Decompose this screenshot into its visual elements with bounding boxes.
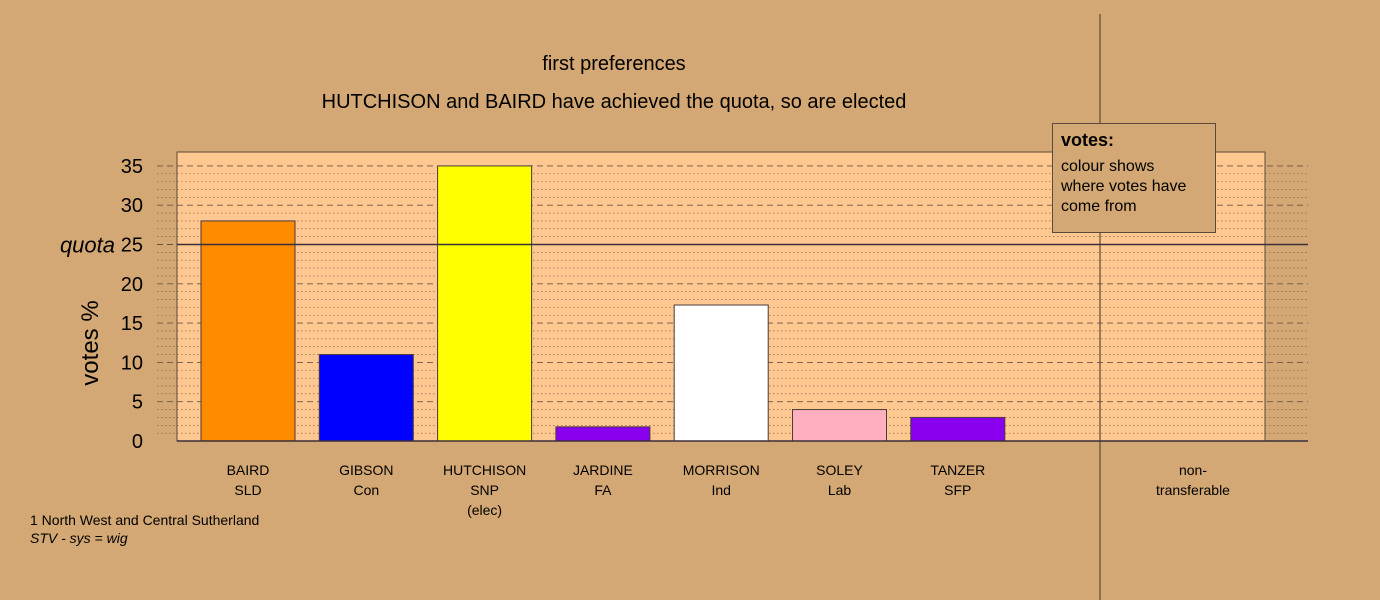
category-label: TANZER [930,462,985,478]
bar-gibson [318,354,414,442]
y-tick-label: 0 [132,431,143,453]
chart-subtitle: HUTCHISON and BAIRD have achieved the qu… [322,91,907,113]
bar-jardine [555,426,651,442]
legend-description: colour shows where votes have come from [1061,158,1187,215]
category-label: SNP [470,482,499,498]
y-tick-label: 20 [121,274,143,296]
y-tick-label: 35 [121,156,143,178]
y-tick-label: 5 [132,392,143,414]
y-tick-label: 30 [121,195,143,217]
category-label: Con [353,482,379,498]
category-label: BAIRD [227,462,270,478]
category-label: Ind [711,482,730,498]
y-axis-label: votes % [77,300,104,385]
category-label: JARDINE [573,462,633,478]
constituency-name: 1 North West and Central Sutherland [30,512,260,528]
y-tick-label: 10 [121,352,143,374]
category-label: Lab [828,482,852,498]
legend-title: votes: [1061,130,1115,150]
category-labels: BAIRD SLD GIBSON Con HUTCHISON SNP (elec) JARDI… [227,462,1231,518]
category-label: HUTCHISON [443,462,526,478]
category-label: SFP [944,482,971,498]
bar-morrison [673,304,769,442]
category-label: GIBSON [339,462,393,478]
bar-tanzer [910,416,1006,442]
y-ticks: 0 5 10 15 20 25 30 35 [121,156,143,453]
nontransferable-label: transferable [1156,482,1230,498]
bar-hutchison [437,165,533,442]
nontransferable-label: non- [1179,462,1207,478]
category-label: FA [594,482,612,498]
category-label: MORRISON [683,462,760,478]
category-label: SLD [234,482,261,498]
election-info: 1 North West and Central Sutherland STV … [30,511,259,547]
chart-title: first preferences [542,53,685,75]
category-label: (elec) [467,502,502,518]
y-tick-label: 15 [121,313,143,335]
y-tick-label: 25 [121,235,143,257]
bar-baird [200,220,296,442]
voting-system: STV - sys = wig [30,530,128,546]
quota-label: quota [60,233,115,258]
category-label: SOLEY [816,462,863,478]
legend-box: votes: colour shows where votes have com… [1052,123,1216,233]
bar-soley [792,409,887,442]
